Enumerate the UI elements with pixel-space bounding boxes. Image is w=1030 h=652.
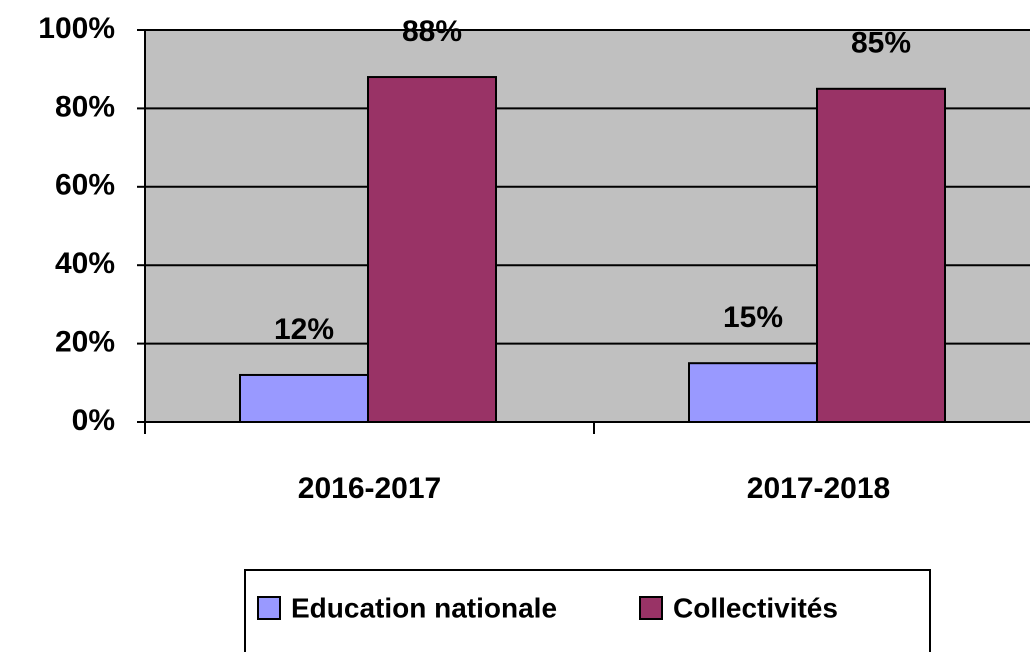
legend-swatch <box>639 596 663 620</box>
y-tick-label: 100% <box>38 12 115 45</box>
bar <box>816 87 946 424</box>
legend-swatch <box>257 596 281 620</box>
value-label: 15% <box>723 301 783 334</box>
bar <box>367 76 497 423</box>
legend-box <box>244 569 931 652</box>
value-label: 12% <box>274 313 334 346</box>
x-tick-label: 2017-2018 <box>747 472 890 505</box>
legend-label: Education nationale <box>291 592 557 623</box>
legend-label: Collectivités <box>673 592 838 623</box>
y-tick-label: 0% <box>72 404 115 437</box>
bar <box>239 373 369 423</box>
x-tick-label: 2016-2017 <box>298 472 441 505</box>
value-label: 85% <box>851 27 911 60</box>
bar <box>688 362 818 424</box>
y-tick-label: 40% <box>55 247 115 280</box>
y-tick-label: 60% <box>55 169 115 202</box>
value-label: 88% <box>402 15 462 48</box>
y-tick-label: 20% <box>55 326 115 359</box>
y-tick-label: 80% <box>55 90 115 123</box>
